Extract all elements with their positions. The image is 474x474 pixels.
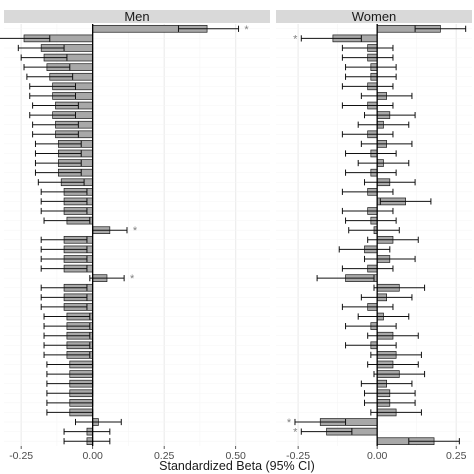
panel-background xyxy=(4,24,270,446)
significance-star: * xyxy=(293,427,298,439)
x-tick-label: 0.00 xyxy=(82,450,103,462)
strip-label: Men xyxy=(124,9,149,24)
strip-label: Women xyxy=(352,9,397,24)
significance-star: * xyxy=(293,33,298,45)
x-tick-label: 0.50 xyxy=(225,450,246,462)
panel-women: Women***-0.25 0.00 0.25 xyxy=(276,9,472,462)
strip-background xyxy=(276,10,472,23)
x-tick-label: 0.25 xyxy=(154,450,175,462)
x-tick-label: 0.00 xyxy=(367,450,388,462)
x-tick-label: 0.25 xyxy=(446,450,467,462)
significance-star: * xyxy=(133,225,138,237)
significance-star: * xyxy=(130,273,135,285)
strip-background xyxy=(4,10,270,23)
x-tick-label: -0.25 xyxy=(286,450,310,462)
x-tick-label: -0.25 xyxy=(9,450,33,462)
panel-men: Men * * * -0.25 0.00 0.25 0.50 xyxy=(0,9,270,462)
significance-star: * xyxy=(244,24,249,36)
x-axis-title: Standardized Beta (95% CI) xyxy=(159,459,315,473)
significance-star: * xyxy=(287,417,292,429)
